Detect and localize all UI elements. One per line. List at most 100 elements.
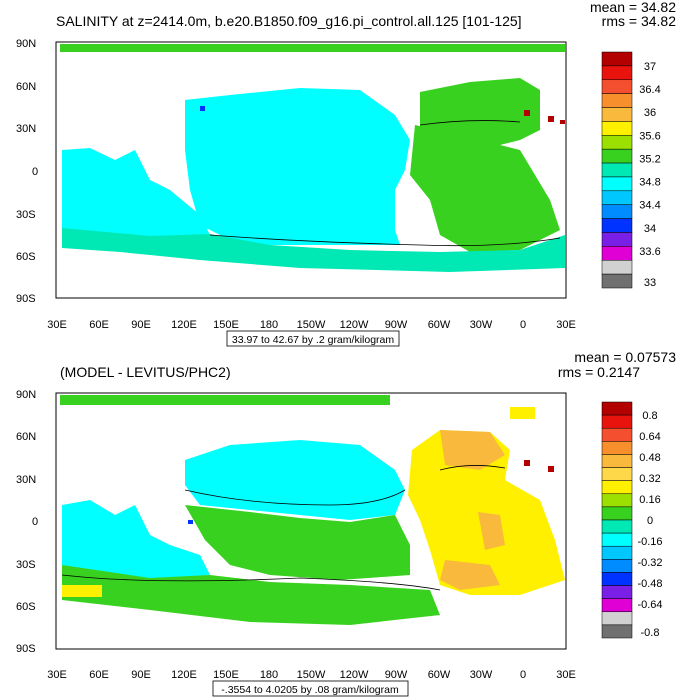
colorbar-swatch: [601, 204, 633, 219]
panel-2-mean: mean = 0.07573: [574, 349, 676, 365]
colorbar-swatch: [601, 427, 633, 442]
lon-label: 60E: [89, 669, 109, 681]
lon-label: 0: [520, 319, 526, 331]
colorbar-label: 33: [644, 277, 656, 289]
colorbar-swatch: [601, 121, 633, 136]
colorbar-swatch: [601, 259, 633, 275]
panel-2-lat-labels: 90N 60N 30N 0 30S 60S 90S: [16, 389, 38, 655]
colorbar-swatch: [601, 480, 633, 495]
colorbar-swatch: [601, 532, 633, 547]
lat-label: 90N: [16, 38, 36, 50]
colorbar-label: 0: [647, 515, 653, 527]
lat-label: 90S: [16, 293, 36, 305]
colorbar-swatch: [601, 414, 633, 429]
lon-label: 120W: [340, 669, 369, 681]
colorbar-swatch: [601, 190, 633, 205]
lat-label: 0: [32, 166, 38, 178]
lon-label: 30W: [470, 669, 493, 681]
panel-2-rms: rms = 0.2147: [558, 364, 640, 380]
panel-1-contour-info: 33.97 to 42.67 by .2 gram/kilogram: [232, 334, 395, 346]
colorbar-swatch: [601, 246, 633, 261]
panel-2-contour-info: -.3554 to 4.0205 by .08 gram/kilogram: [221, 684, 399, 696]
panel-1-lat-labels: 90N 60N 30N 0 30S 60S 90S: [16, 38, 38, 305]
panel-1-map: [55, 41, 567, 299]
lat-label: 90N: [16, 389, 36, 401]
north-atlantic: [420, 78, 540, 150]
lat-label: 0: [32, 516, 38, 528]
lon-label: 180: [260, 669, 278, 681]
atlantic-orange-south: [440, 560, 500, 590]
lon-label: 90E: [131, 669, 151, 681]
lat-label: 30N: [16, 123, 36, 135]
lon-label: 30E: [47, 319, 67, 331]
lon-label: 180: [260, 319, 278, 331]
lon-label: 0: [520, 669, 526, 681]
atlantic: [410, 125, 560, 252]
colorbar-swatch: [601, 519, 633, 534]
lat-label: 60N: [16, 431, 36, 443]
colorbar-label: 0.32: [639, 473, 660, 485]
panel-2-title: (MODEL - LEVITUS/PHC2): [60, 364, 231, 380]
high-salinity-spot: [524, 110, 530, 116]
yellow-patch: [62, 585, 102, 597]
colorbar-swatch: [601, 454, 633, 468]
lon-label: 90E: [131, 319, 151, 331]
panel-2-lon-labels: 30E 60E 90E 120E 150E 180 150W 120W 90W …: [47, 669, 576, 681]
panel-1-title: SALINITY at z=2414.0m, b.e20.B1850.f09_g…: [56, 13, 522, 29]
colorbar-label: 34.4: [639, 200, 660, 212]
atlantic-orange-north: [440, 430, 505, 470]
colorbar-swatch: [601, 559, 633, 573]
lon-label: 150E: [213, 319, 239, 331]
lon-label: 120E: [171, 669, 197, 681]
lat-label: 60N: [16, 81, 36, 93]
high-anomaly-spot: [524, 460, 530, 466]
colorbar-swatch: [601, 611, 633, 626]
colorbar-swatch: [601, 107, 633, 122]
panel-2-colorbar: 0.8 0.64 0.48 0.32 0.16 0 -0.16 -0.32 -0.48 -0.64…: [601, 401, 663, 639]
colorbar-label: 33.6: [639, 246, 660, 258]
lat-label: 30N: [16, 474, 36, 486]
colorbar-swatch: [601, 506, 633, 521]
lon-label: 120W: [340, 319, 369, 331]
colorbar-label: -0.8: [641, 627, 660, 639]
colorbar-label: 35.2: [639, 153, 660, 165]
colorbar-label: 37: [644, 61, 656, 73]
colorbar-swatch: [601, 79, 633, 94]
colorbar-label: 34.8: [639, 177, 660, 189]
colorbar-label: -0.48: [637, 578, 662, 590]
atlantic: [408, 430, 565, 595]
colorbar-swatch: [601, 545, 633, 560]
panel-1-mean: mean = 34.82: [590, 0, 676, 15]
pacific-ocean: [185, 88, 410, 245]
colorbar-swatch: [601, 176, 633, 192]
lon-label: 60E: [89, 319, 109, 331]
colorbar-swatch: [601, 441, 633, 455]
colorbar-swatch: [601, 493, 633, 508]
colorbar-swatch: [601, 148, 633, 164]
lat-label: 60S: [16, 601, 36, 613]
lon-label: 120E: [171, 319, 197, 331]
colorbar-swatch: [601, 218, 633, 233]
colorbar-swatch: [601, 572, 633, 586]
colorbar-swatch: [601, 598, 633, 613]
lon-label: 30E: [47, 669, 67, 681]
lon-label: 30E: [556, 669, 576, 681]
colorbar-swatch: [601, 624, 633, 639]
lon-label: 60W: [428, 669, 451, 681]
indian-ocean: [62, 148, 210, 238]
colorbar-label: 35.6: [639, 130, 660, 142]
colorbar-swatch: [601, 162, 633, 178]
lon-label: 150W: [297, 669, 326, 681]
panel-2-map: [55, 392, 567, 650]
colorbar-label: 36: [644, 107, 656, 119]
colorbar-swatch: [601, 135, 633, 150]
colorbar-label: 34: [644, 223, 656, 235]
colorbar-swatch: [601, 65, 633, 81]
arctic-ocean: [60, 44, 565, 52]
colorbar-label: 0.64: [639, 431, 660, 443]
colorbar-swatch: [601, 93, 633, 108]
panel-difference: (MODEL - LEVITUS/PHC2) mean = 0.07573 rm…: [16, 349, 676, 697]
lon-label: 150E: [213, 669, 239, 681]
colorbar-label: -0.64: [637, 599, 662, 611]
